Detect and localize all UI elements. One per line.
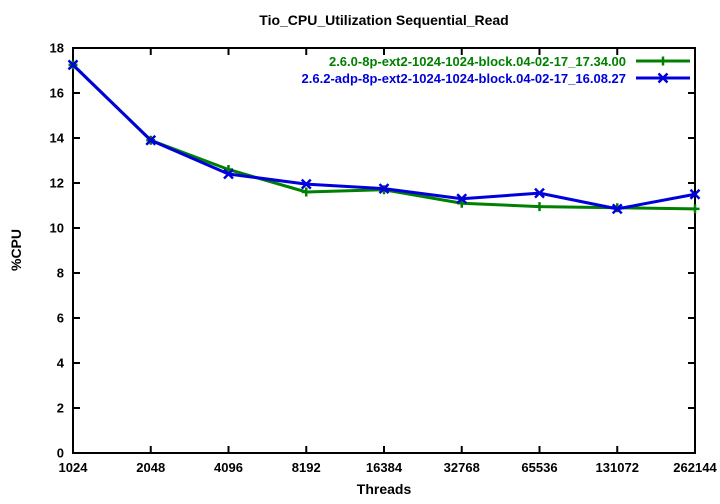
x-tick-label: 65536 bbox=[521, 460, 557, 475]
y-tick-label: 12 bbox=[50, 176, 64, 191]
data-point-marker bbox=[611, 203, 623, 215]
y-tick-label: 16 bbox=[50, 86, 64, 101]
x-tick-label: 2048 bbox=[136, 460, 165, 475]
data-point-marker bbox=[223, 168, 234, 180]
x-tick-label: 8192 bbox=[292, 460, 321, 475]
y-tick-label: 8 bbox=[57, 266, 64, 281]
data-point-marker bbox=[690, 204, 700, 214]
plus-marker-icon bbox=[636, 56, 690, 66]
cross-marker-icon bbox=[636, 72, 690, 84]
plot-border bbox=[72, 47, 696, 454]
data-point-marker bbox=[689, 188, 701, 200]
y-tick-label: 14 bbox=[50, 131, 65, 146]
legend-label: 2.6.0-8p-ext2-1024-1024-block.04-02-17_1… bbox=[328, 53, 626, 69]
legend-label: 2.6.2-adp-8p-ext2-1024-1024-block.04-02-… bbox=[301, 70, 626, 86]
data-point-marker bbox=[300, 178, 312, 190]
data-point-marker bbox=[145, 134, 157, 146]
data-point-marker bbox=[456, 193, 468, 205]
data-point-marker bbox=[535, 202, 544, 212]
x-tick-label: 4096 bbox=[214, 460, 243, 475]
chart-title: Tio_CPU_Utilization Sequential_Read bbox=[259, 12, 509, 28]
x-tick-label: 32768 bbox=[444, 460, 480, 475]
y-tick-label: 2 bbox=[57, 401, 64, 416]
x-tick-label: 1024 bbox=[59, 460, 89, 475]
y-tick-label: 10 bbox=[50, 221, 64, 236]
legend-item: 2.6.0-8p-ext2-1024-1024-block.04-02-17_1… bbox=[302, 53, 692, 69]
data-point-marker bbox=[534, 187, 545, 199]
legend: 2.6.0-8p-ext2-1024-1024-block.04-02-17_1… bbox=[301, 53, 692, 86]
y-tick-label: 4 bbox=[57, 356, 65, 371]
legend-item: 2.6.2-adp-8p-ext2-1024-1024-block.04-02-… bbox=[301, 70, 692, 86]
x-tick-label: 262144 bbox=[673, 460, 717, 475]
data-point-marker bbox=[67, 59, 79, 71]
y-tick-label: 18 bbox=[50, 41, 64, 56]
data-point-marker bbox=[378, 183, 390, 195]
y-tick-label: 0 bbox=[57, 446, 64, 461]
x-tick-label: 16384 bbox=[366, 460, 403, 475]
data-point-marker bbox=[301, 187, 311, 197]
x-tick-label: 131072 bbox=[596, 460, 639, 475]
x-axis-label: Threads bbox=[356, 481, 412, 497]
y-tick-label: 6 bbox=[57, 311, 64, 326]
